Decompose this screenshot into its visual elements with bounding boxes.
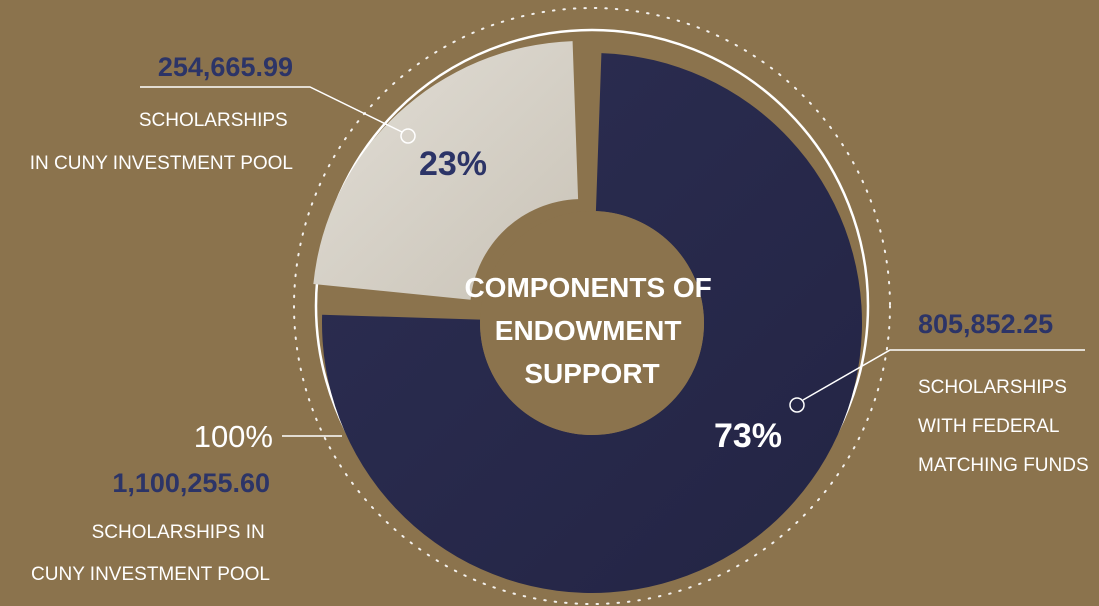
description-line: SCHOLARSHIPS IN — [92, 522, 265, 543]
description-line: IN CUNY INVESTMENT POOL — [30, 153, 293, 174]
center-title-line: ENDOWMENT — [495, 315, 682, 346]
leader-dot-light — [400, 128, 416, 144]
description-line: WITH FEDERAL — [918, 416, 1059, 437]
total-value: 1,100,255.60 — [112, 468, 270, 498]
slice-description-light: SCHOLARSHIPS IN CUNY INVESTMENT POOL — [30, 110, 293, 174]
description-line: CUNY INVESTMENT POOL — [31, 564, 270, 585]
center-title: COMPONENTS OF ENDOWMENT SUPPORT — [464, 272, 719, 389]
slice-description-dark: SCHOLARSHIPS WITH FEDERAL MATCHING FUNDS — [918, 377, 1089, 476]
description-line: SCHOLARSHIPS — [139, 110, 288, 131]
center-title-line: SUPPORT — [524, 358, 659, 389]
slice-scholarships-federal-matching — [322, 53, 863, 593]
outer-dotted-ring — [293, 7, 891, 605]
center-title-line: COMPONENTS OF — [464, 272, 711, 303]
slice-scholarships-cuny-pool — [313, 41, 579, 300]
donut-center — [480, 211, 704, 435]
description-line: MATCHING FUNDS — [918, 455, 1089, 476]
leader-line-dark — [802, 349, 1085, 401]
description-line: SCHOLARSHIPS — [918, 377, 1067, 398]
leader-dot-dark — [789, 397, 805, 413]
slice-value-dark: 805,852.25 — [918, 309, 1053, 339]
leader-line-light — [140, 86, 403, 133]
donut-slices — [313, 41, 863, 593]
slice-value-light: 254,665.99 — [158, 52, 293, 82]
total-description: SCHOLARSHIPS IN CUNY INVESTMENT POOL — [31, 522, 270, 585]
total-percent: 100% — [194, 419, 273, 454]
slice-percent-label-dark: 73% — [714, 417, 782, 455]
slice-percent-label-light: 23% — [419, 145, 487, 183]
